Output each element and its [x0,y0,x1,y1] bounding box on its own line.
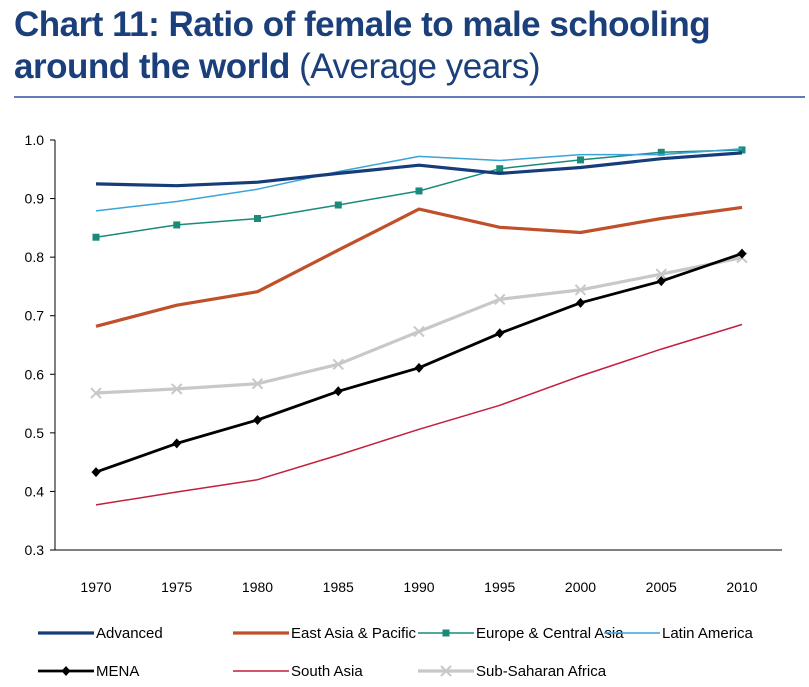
legend-item-latin-america: Latin America [604,625,754,642]
chart-axes [50,139,782,551]
data-point-square [442,629,450,637]
data-point-square [254,214,261,222]
x-tick-label: 2005 [646,579,677,595]
title-subtitle: (Average years) [299,47,540,86]
data-point-cross [413,325,425,338]
x-tick-label: 1995 [484,579,515,595]
legend-item-mena: MENA [38,663,139,680]
data-point-square [92,233,100,241]
x-tick-label: 1975 [161,579,192,595]
data-point-diamond [576,297,585,308]
legend-item-europe-central-asia: Europe & Central Asia [418,625,624,642]
series-east-asia-pacific [95,205,743,328]
legend-label: Advanced [96,625,163,642]
data-point-square [334,201,342,209]
data-point-cross [90,387,102,399]
data-point-cross [655,268,667,280]
legend-item-sub-saharan-africa: Sub-Saharan Africa [418,663,607,680]
data-point-diamond [333,386,343,397]
data-point-diamond [61,666,71,676]
series-mena [91,248,747,478]
y-tick-label: 0.9 [25,191,45,207]
x-tick-label: 1990 [403,579,434,595]
legend-label: South Asia [291,663,363,680]
legend-item-advanced: Advanced [38,625,163,642]
data-point-diamond [656,276,666,287]
y-tick-labels: 0.3 0.4 0.5 0.6 0.7 0.8 0.9 1.0 [25,132,45,558]
data-point-diamond [495,328,505,339]
data-point-cross [440,665,452,677]
y-tick-label: 0.7 [25,308,45,324]
x-tick-labels: 1970 1975 1980 1985 1990 1995 2000 2005 2010 [80,579,757,595]
legend-item-south-asia: South Asia [233,663,363,680]
series-latin-america [95,148,743,212]
data-point-square [415,187,423,195]
data-point-square [173,221,181,229]
series-sub-saharan-africa [90,252,748,399]
data-point-square [577,156,584,164]
x-tick-label: 2000 [565,579,596,595]
legend-label: MENA [96,663,139,680]
title-line-2: around the world (Average years) [14,46,804,88]
series-south-asia [95,323,743,506]
y-tick-label: 0.4 [25,483,45,499]
legend-item-east-asia-pacific: East Asia & Pacific [233,625,417,642]
data-point-cross [494,293,506,306]
y-tick-label: 0.8 [25,249,45,265]
y-tick-label: 0.5 [25,425,45,441]
data-point-diamond [253,414,262,425]
chart-title: Chart 11: Ratio of female to male school… [14,4,804,88]
chart-series [90,146,748,506]
data-point-square [657,148,665,156]
series-advanced [95,151,743,188]
data-point-cross [332,358,344,371]
series-line [95,205,743,328]
legend-label: East Asia & Pacific [291,625,417,642]
data-point-cross [251,377,264,390]
data-point-diamond [172,438,182,449]
data-point-diamond [91,467,101,478]
data-point-diamond [414,362,424,373]
x-tick-label: 1970 [80,579,111,595]
x-tick-label: 2010 [726,579,757,595]
chart-legend: Advanced East Asia & Pacific Europe & Cent… [38,625,754,680]
title-bold-part-1: Chart 11: Ratio of female to male school… [14,5,711,44]
y-tick-label: 0.3 [25,542,45,558]
series-line [95,148,743,212]
title-bold-part-2: around the world [14,47,290,86]
data-point-square [496,165,504,173]
legend-label: Europe & Central Asia [476,625,624,642]
legend-label: Sub-Saharan Africa [476,663,607,680]
title-line-1: Chart 11: Ratio of female to male school… [14,4,804,46]
title-rule [14,96,805,98]
data-point-diamond [737,248,747,259]
series-line [95,323,743,506]
x-tick-label: 1985 [323,579,354,595]
x-tick-label: 1980 [242,579,273,595]
series-line [95,151,743,188]
data-point-cross [171,383,183,395]
data-point-square [738,146,746,154]
y-tick-label: 0.6 [25,366,45,382]
y-tick-label: 1.0 [25,132,45,148]
legend-label: Latin America [662,625,754,642]
data-point-cross [574,284,587,296]
